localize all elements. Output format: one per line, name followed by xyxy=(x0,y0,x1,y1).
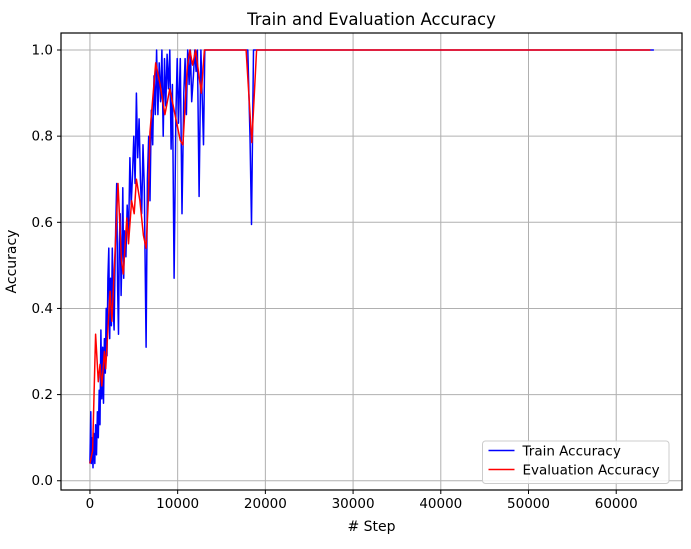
x-tick-label: 20000 xyxy=(244,496,287,512)
axes-spines xyxy=(60,32,683,491)
x-axis-label: # Step xyxy=(347,519,395,535)
legend: Train Accuracy Evaluation Accuracy xyxy=(482,440,670,484)
y-tick-label: 1.0 xyxy=(32,43,53,59)
legend-train-label: Train Accuracy xyxy=(522,444,621,460)
y-tick-label: 0.6 xyxy=(32,215,53,231)
y-tick-label: 0.8 xyxy=(32,129,53,145)
chart-title: Train and Evaluation Accuracy xyxy=(246,10,496,29)
series-lines xyxy=(89,49,654,469)
x-tick-label: 30000 xyxy=(332,496,375,512)
evaluation-accuracy-line xyxy=(89,49,651,464)
x-tick-label: 60000 xyxy=(595,496,638,512)
axis-ticks: 0 10000 20000 30000 40000 50000 60000 0.0 0.2 0.4… xyxy=(32,43,638,512)
x-tick-label: 40000 xyxy=(419,496,462,512)
legend-frame xyxy=(482,440,670,484)
y-tick-label: 0.2 xyxy=(32,387,53,403)
legend-evaluation-label: Evaluation Accuracy xyxy=(523,463,660,479)
x-tick-label: 0 xyxy=(86,496,95,512)
y-axis-label: Accuracy xyxy=(4,230,20,294)
y-tick-label: 0.0 xyxy=(32,473,53,489)
y-tick-label: 0.4 xyxy=(32,301,53,317)
x-tick-label: 50000 xyxy=(507,496,550,512)
axes-frame xyxy=(60,32,683,491)
x-tick-label: 10000 xyxy=(156,496,199,512)
